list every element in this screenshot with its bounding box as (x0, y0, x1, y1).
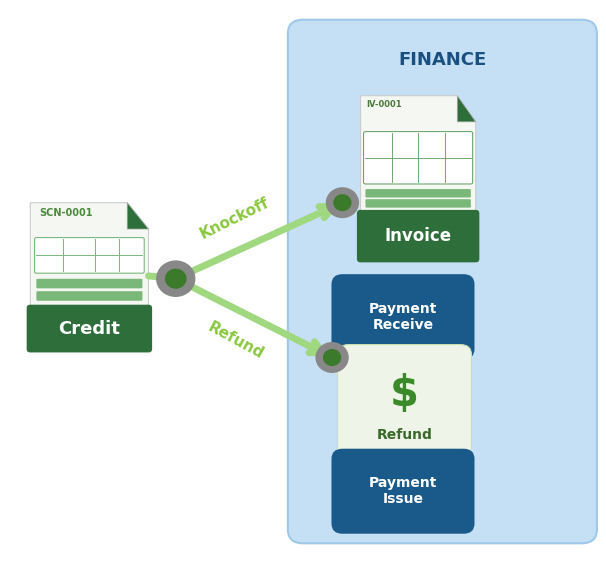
Circle shape (156, 260, 195, 297)
Polygon shape (127, 203, 148, 229)
Circle shape (165, 269, 187, 289)
FancyBboxPatch shape (365, 189, 471, 198)
Text: Payment
Issue: Payment Issue (369, 476, 437, 506)
Circle shape (333, 194, 351, 211)
Circle shape (315, 342, 349, 373)
FancyBboxPatch shape (331, 274, 474, 359)
FancyBboxPatch shape (27, 305, 152, 352)
Polygon shape (361, 213, 476, 259)
FancyBboxPatch shape (288, 20, 597, 543)
FancyBboxPatch shape (36, 279, 142, 288)
Text: Credit: Credit (58, 320, 121, 338)
Polygon shape (30, 203, 148, 349)
FancyBboxPatch shape (35, 238, 144, 273)
Polygon shape (361, 96, 476, 259)
Text: Refund: Refund (205, 319, 266, 362)
FancyBboxPatch shape (364, 132, 473, 184)
FancyBboxPatch shape (338, 345, 471, 463)
Text: SCN-0001: SCN-0001 (39, 208, 93, 218)
FancyBboxPatch shape (36, 291, 142, 301)
Text: Payment
Receive: Payment Receive (369, 302, 437, 332)
Text: IV-0001: IV-0001 (367, 100, 402, 109)
Text: Invoice: Invoice (385, 227, 451, 245)
FancyBboxPatch shape (357, 210, 479, 262)
Circle shape (323, 349, 341, 366)
FancyBboxPatch shape (365, 199, 471, 208)
Polygon shape (458, 96, 476, 122)
Polygon shape (30, 308, 148, 349)
FancyBboxPatch shape (331, 449, 474, 534)
Text: Refund: Refund (376, 428, 433, 443)
Text: Knockoff: Knockoff (198, 195, 272, 242)
Text: $: $ (390, 373, 419, 415)
Text: FINANCE: FINANCE (398, 51, 487, 69)
Circle shape (325, 187, 359, 218)
